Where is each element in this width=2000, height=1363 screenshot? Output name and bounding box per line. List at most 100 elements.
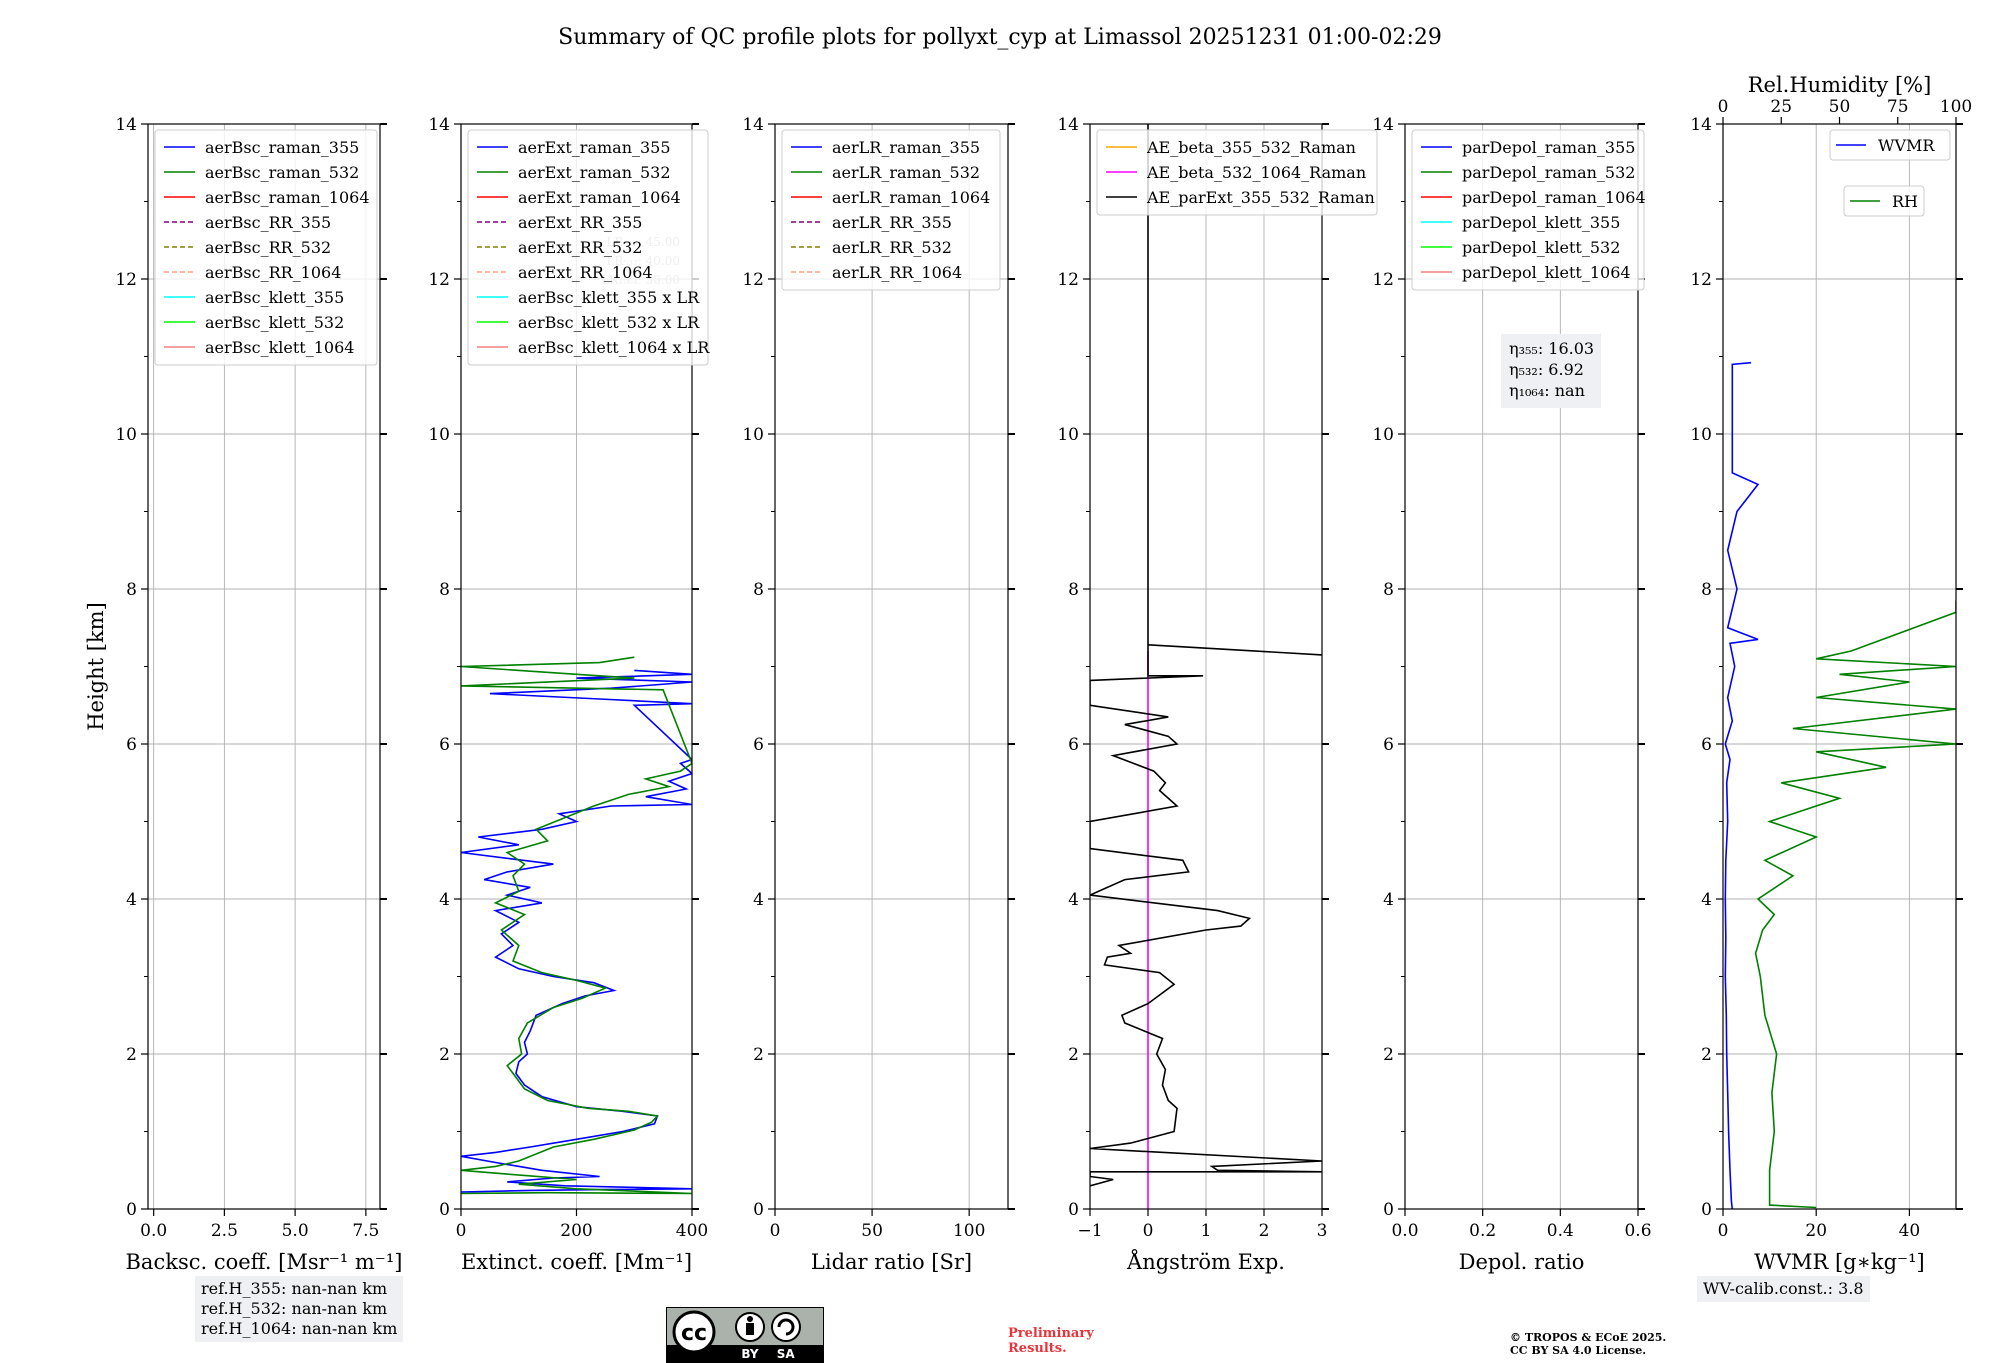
x-tick-label: 0 <box>770 1221 781 1241</box>
y-tick-label: 8 <box>1701 580 1712 600</box>
x-tick-label: 0.0 <box>140 1221 167 1241</box>
x-tick-label: 2.5 <box>211 1221 238 1241</box>
y-tick-label: 4 <box>126 890 137 910</box>
x-axis-label: Extinct. coeff. [Mm⁻¹] <box>461 1250 692 1274</box>
x-tick-label: 3 <box>1317 1221 1328 1241</box>
legend-rh: RH <box>1843 185 1925 217</box>
x-tick-label: 100 <box>953 1221 985 1241</box>
legend-box <box>1829 129 1951 161</box>
top-x-tick-label: 100 <box>1940 97 1972 117</box>
series-group <box>1724 361 1956 1209</box>
x-axis-label: WVMR [g∗kg⁻¹] <box>1754 1250 1925 1274</box>
y-tick-label: 6 <box>1701 735 1712 755</box>
x-axis-label: Lidar ratio [Sr] <box>811 1250 972 1274</box>
x-tick-label: 0.4 <box>1547 1221 1574 1241</box>
y-tick-label: 10 <box>115 425 137 445</box>
legend-label: parDepol_klett_1064 <box>1462 263 1631 282</box>
x-tick-label: 0.6 <box>1624 1221 1651 1241</box>
legend-label: parDepol_klett_355 <box>1462 213 1620 232</box>
y-tick-label: 2 <box>439 1045 450 1065</box>
y-tick-label: 4 <box>1701 890 1712 910</box>
y-tick-label: 8 <box>439 580 450 600</box>
y-tick-label: 8 <box>753 580 764 600</box>
legend-label: WVMR <box>1878 136 1935 155</box>
eta-annotation: η₃₅₅: 16.03 η₅₃₂: 6.92 η₁₀₆₄: nan <box>1501 334 1601 408</box>
top-x-tick-label: 50 <box>1829 97 1851 117</box>
eta-line: η₃₅₅: 16.03 <box>1509 339 1594 358</box>
y-tick-label: 14 <box>1372 115 1394 135</box>
y-tick-label: 10 <box>742 425 764 445</box>
x-tick-label: 0 <box>456 1221 467 1241</box>
preliminary-results-note: Preliminary Results. <box>1008 1326 1094 1356</box>
x-tick-label: 5.0 <box>282 1221 309 1241</box>
legend-label: aerBsc_raman_355 <box>205 138 359 157</box>
legend: AE_beta_355_532_Raman AE_beta_532_1064_Ra… <box>1096 129 1378 216</box>
y-tick-label: 2 <box>753 1045 764 1065</box>
y-tick-label: 12 <box>1690 270 1712 290</box>
y-tick-label: 0 <box>1383 1200 1394 1220</box>
legend-label: aerBsc_klett_532 <box>205 313 344 332</box>
series-line-aerExt_raman_532 <box>461 656 692 1195</box>
y-tick-label: 14 <box>1690 115 1712 135</box>
panel-depolarization: 0 2 4 6 8 10 12 14 0.0 0.2 0.4 0.6 Depol. ratio parDe… <box>1372 115 1651 1274</box>
y-tick-label: 0 <box>126 1200 137 1220</box>
y-tick-label: 6 <box>439 735 450 755</box>
series-group <box>1090 124 1322 1209</box>
legend-label: aerLR_raman_1064 <box>832 188 990 207</box>
legend-label: aerBsc_klett_355 x LR <box>518 288 700 307</box>
creative-commons-by-sa-icon: cc BY SA <box>666 1307 824 1363</box>
legend-label: aerExt_raman_355 <box>518 138 671 157</box>
y-tick-label: 6 <box>126 735 137 755</box>
y-tick-label: 4 <box>1068 890 1079 910</box>
legend-label: AE_parExt_355_532_Raman <box>1146 188 1375 207</box>
eta-line: η₅₃₂: 6.92 <box>1509 360 1584 379</box>
copyright-note: © TROPOS & ECoE 2025. CC BY SA 4.0 Licen… <box>1510 1331 1666 1357</box>
legend-label: aerBsc_klett_355 <box>205 288 344 307</box>
y-tick-label: 12 <box>1057 270 1079 290</box>
y-tick-label: 10 <box>1057 425 1079 445</box>
panel-backscatter: 0 2 4 6 8 10 12 14 0.0 2.5 5.0 7.5 Backsc. coeff. [M… <box>84 115 402 1274</box>
legend-box <box>781 129 1001 291</box>
x-tick-label: 1 <box>1201 1221 1212 1241</box>
panel-lidar_ratio: 0 2 4 6 8 10 12 14 0 50 100 Lidar ratio [Sr] aerLR_r… <box>742 115 1015 1274</box>
y-axis-label: Height [km] <box>84 602 108 731</box>
y-tick-label: 14 <box>115 115 137 135</box>
series-line-AE_parExt_355_532_Raman <box>1090 124 1322 1187</box>
series-line-aerExt_raman_355 <box>461 669 692 1193</box>
y-tick-label: 8 <box>126 580 137 600</box>
legend-label: aerExt_raman_1064 <box>518 188 681 207</box>
license-badge-text: BY SA <box>741 1347 795 1361</box>
copyright-line-1: © TROPOS & ECoE 2025. <box>1510 1331 1667 1344</box>
y-tick-label: 10 <box>1690 425 1712 445</box>
y-tick-label: 0 <box>1701 1200 1712 1220</box>
y-tick-label: 14 <box>1057 115 1079 135</box>
eta-box <box>1501 334 1601 408</box>
legend: parDepol_raman_355 parDepol_raman_532 parD… <box>1411 129 1646 291</box>
legend-label: aerExt_raman_532 <box>518 163 671 182</box>
y-tick-label: 2 <box>1383 1045 1394 1065</box>
y-tick-label: 14 <box>742 115 764 135</box>
y-tick-label: 0 <box>1068 1200 1079 1220</box>
legend-label: AE_beta_532_1064_Raman <box>1146 163 1366 182</box>
y-tick-label: 10 <box>1372 425 1394 445</box>
y-tick-label: 6 <box>1068 735 1079 755</box>
legend-label: aerBsc_RR_532 <box>205 238 331 257</box>
y-tick-label: 12 <box>742 270 764 290</box>
legend-label: parDepol_klett_532 <box>1462 238 1620 257</box>
y-tick-label: 2 <box>1701 1045 1712 1065</box>
legend-label: aerBsc_RR_1064 <box>205 263 341 282</box>
copyright-line-2: CC BY SA 4.0 License. <box>1510 1344 1647 1357</box>
x-tick-label: 50 <box>861 1221 883 1241</box>
x-axis-label: Ångström Exp. <box>1126 1249 1285 1274</box>
x-tick-label: −1 <box>1077 1221 1102 1241</box>
x-tick-label: 400 <box>676 1221 708 1241</box>
legend-label: aerBsc_RR_355 <box>205 213 331 232</box>
wv-calibration-constant: WV-calib.const.: 3.8 <box>1703 1279 1864 1298</box>
y-tick-label: 10 <box>428 425 450 445</box>
legend-label: parDepol_raman_532 <box>1462 163 1635 182</box>
wv-calibration-box: WV-calib.const.: 3.8 <box>1697 1276 1870 1302</box>
x-tick-label: 2 <box>1259 1221 1270 1241</box>
series-line-RH <box>1754 600 1956 1209</box>
legend-label: aerBsc_klett_1064 <box>205 338 354 357</box>
